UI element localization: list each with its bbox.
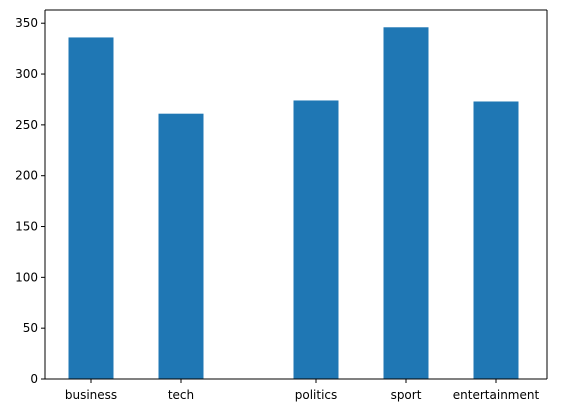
x-tick-label: entertainment: [453, 388, 540, 402]
bars: [68, 27, 519, 380]
y-axis-ticks: 0 50 100 150 200 250 300 350: [15, 16, 45, 386]
y-tick-label: 50: [23, 321, 38, 335]
y-tick-label: 200: [15, 169, 38, 183]
x-tick-label: sport: [391, 388, 422, 402]
bar-tech: [158, 113, 204, 380]
axes-frame: [44, 9, 548, 380]
y-tick-label: 250: [15, 118, 38, 132]
bar-sport: [383, 27, 429, 379]
x-tick-label: tech: [168, 388, 194, 402]
x-tick-label: business: [65, 388, 117, 402]
y-tick-label: 150: [15, 220, 38, 234]
y-tick-label: 350: [15, 16, 38, 30]
bar-politics: [293, 100, 339, 380]
x-axis-ticks: business tech politics sport entertainment: [65, 379, 540, 402]
bar-entertainment: [473, 101, 519, 379]
y-tick-label: 300: [15, 67, 38, 81]
bar-business: [68, 37, 114, 379]
y-tick-label: 100: [15, 270, 38, 284]
x-tick-label: politics: [295, 388, 338, 402]
y-tick-label: 0: [30, 372, 38, 386]
